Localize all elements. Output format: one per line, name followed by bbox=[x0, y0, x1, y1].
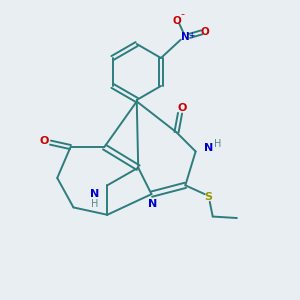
Text: O: O bbox=[201, 27, 209, 38]
Text: +: + bbox=[188, 31, 195, 40]
Text: N: N bbox=[148, 199, 157, 208]
Text: S: S bbox=[204, 191, 212, 202]
Text: H: H bbox=[214, 139, 221, 149]
Text: N: N bbox=[181, 32, 190, 42]
Text: O: O bbox=[178, 103, 187, 113]
Text: N: N bbox=[90, 189, 100, 199]
Text: O: O bbox=[39, 136, 49, 146]
Text: O: O bbox=[172, 16, 181, 26]
Text: -: - bbox=[181, 9, 185, 19]
Text: N: N bbox=[204, 143, 214, 153]
Text: H: H bbox=[91, 199, 99, 208]
